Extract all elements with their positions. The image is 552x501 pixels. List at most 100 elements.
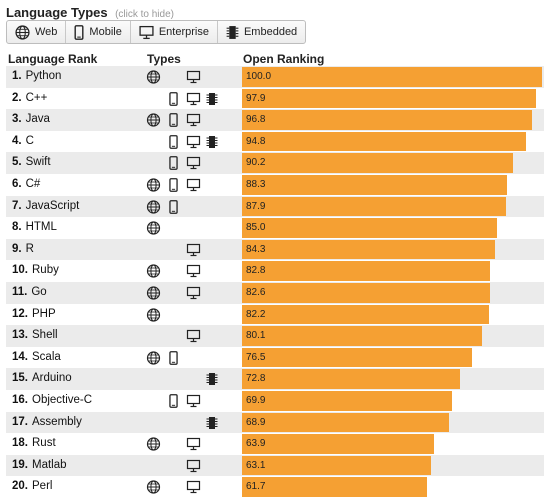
language-rank-cell: 16. Objective-C (12, 390, 142, 412)
globe-icon (146, 70, 161, 89)
language-name: Go (31, 285, 47, 298)
desktop-icon (139, 25, 154, 40)
ranking-value-label: 76.5 (246, 351, 266, 363)
language-rank-cell: 17. Assembly (12, 412, 142, 434)
language-rank-cell: 15. Arduino (12, 368, 142, 390)
ranking-bar (242, 455, 432, 476)
ranking-bar (242, 131, 527, 152)
filter-embedded-button[interactable]: Embedded (218, 21, 305, 43)
filter-mobile-button[interactable]: Mobile (66, 21, 131, 43)
ranking-bar (242, 110, 533, 130)
desktop-icon (186, 113, 201, 132)
table-row[interactable]: 12. PHP 82.2 (6, 304, 544, 326)
table-row[interactable]: 15. Arduino 72.8 (6, 368, 544, 390)
language-name: C# (25, 177, 41, 190)
filter-embedded-label: Embedded (243, 26, 298, 38)
mobile-icon (169, 113, 178, 132)
ranking-value-label: 85.0 (246, 222, 266, 234)
language-rank-cell: 11. Go (12, 282, 142, 304)
table-row[interactable]: 16. Objective-C 69.9 (6, 390, 544, 412)
ranking-value-label: 63.9 (246, 438, 266, 450)
rank-number: 19. (12, 458, 28, 471)
ranking-bar (242, 282, 490, 303)
ranking-value-label: 96.8 (246, 114, 266, 126)
ranking-bar (242, 434, 434, 454)
ranking-table: 1. Python 100.0 2. C++ 97.9 3. Java 96.8 4. C 94.8 5… (6, 66, 544, 498)
chip-icon (206, 92, 218, 111)
desktop-icon (186, 156, 201, 175)
language-name: C (25, 134, 34, 147)
filter-enterprise-button[interactable]: Enterprise (131, 21, 218, 43)
column-header-ranking[interactable]: Open Ranking (243, 52, 325, 66)
language-name: Python (25, 70, 62, 82)
column-header-types[interactable]: Types (147, 52, 181, 66)
desktop-icon (186, 286, 201, 305)
table-row[interactable]: 17. Assembly 68.9 (6, 411, 544, 434)
rank-number: 14. (12, 350, 28, 363)
language-rank-cell: 13. Shell (12, 325, 142, 347)
table-row[interactable]: 13. Shell 80.1 (6, 325, 544, 347)
language-types-title: Language Types (6, 5, 108, 20)
ranking-bar (242, 390, 452, 411)
mobile-icon (169, 178, 178, 197)
language-name: Assembly (32, 415, 82, 428)
ranking-value-label: 82.6 (246, 286, 266, 298)
table-row[interactable]: 2. C++ 97.9 (6, 88, 544, 110)
table-row[interactable]: 5. Swift 90.2 (6, 152, 544, 174)
desktop-icon (186, 264, 201, 283)
table-row[interactable]: 8. HTML 85.0 (6, 217, 544, 239)
ranking-value-label: 72.8 (246, 373, 266, 385)
table-row[interactable]: 18. Rust 63.9 (6, 433, 544, 455)
table-row[interactable]: 10. Ruby 82.8 (6, 260, 544, 282)
ranking-value-label: 84.3 (246, 243, 266, 255)
globe-icon (146, 113, 161, 132)
language-rank-cell: 19. Matlab (12, 455, 142, 477)
ranking-value-label: 80.1 (246, 330, 266, 342)
globe-icon (146, 199, 161, 219)
ranking-bar (242, 347, 472, 368)
ranking-value-label: 61.7 (246, 481, 266, 493)
mobile-icon (169, 156, 178, 175)
rank-number: 17. (12, 415, 28, 428)
click-to-hide-link[interactable]: (click to hide) (115, 9, 174, 20)
table-row[interactable]: 4. C 94.8 (6, 131, 544, 153)
language-rank-cell: 18. Rust (12, 433, 142, 455)
language-rank-cell: 14. Scala (12, 347, 142, 369)
table-row[interactable]: 7. JavaScript 87.9 (6, 195, 544, 219)
ranking-value-label: 87.9 (246, 200, 266, 212)
mobile-icon (169, 91, 178, 111)
rank-number: 3. (12, 113, 22, 126)
ranking-bar (242, 153, 513, 173)
language-rank-cell: 5. Swift (12, 152, 142, 174)
filter-mobile-label: Mobile (89, 26, 122, 38)
table-row[interactable]: 14. Scala 76.5 (6, 347, 544, 369)
language-rank-cell: 12. PHP (12, 304, 142, 326)
language-name: Matlab (32, 458, 67, 471)
ranking-value-label: 82.8 (246, 265, 266, 277)
globe-icon (146, 307, 161, 327)
table-row[interactable]: 11. Go 82.6 (6, 281, 544, 305)
language-name: Java (25, 113, 50, 126)
mobile-icon (169, 134, 178, 154)
ranking-value-label: 82.2 (246, 308, 266, 320)
ranking-value-label: 63.1 (246, 459, 266, 471)
table-row[interactable]: 1. Python 100.0 (6, 66, 544, 88)
ranking-bar (242, 369, 461, 389)
language-rank-cell: 1. Python (12, 66, 142, 88)
rank-number: 12. (12, 307, 28, 320)
column-header-rank[interactable]: Language Rank (8, 52, 98, 66)
language-name: Rust (32, 437, 56, 450)
rank-number: 10. (12, 264, 28, 277)
table-row[interactable]: 6. C# 88.3 (6, 174, 544, 196)
ranking-bar (242, 326, 483, 346)
table-row[interactable]: 3. Java 96.8 (6, 109, 544, 131)
language-rank-cell: 10. Ruby (12, 260, 142, 282)
globe-icon (146, 351, 161, 370)
desktop-icon (186, 70, 201, 89)
filter-web-button[interactable]: Web (7, 21, 67, 43)
desktop-icon (186, 459, 201, 478)
ranking-value-label: 94.8 (246, 135, 266, 147)
table-row[interactable]: 9. R 84.3 (6, 238, 544, 261)
table-row[interactable]: 19. Matlab 63.1 (6, 454, 544, 478)
table-row[interactable]: 20. Perl 61.7 (6, 476, 544, 498)
